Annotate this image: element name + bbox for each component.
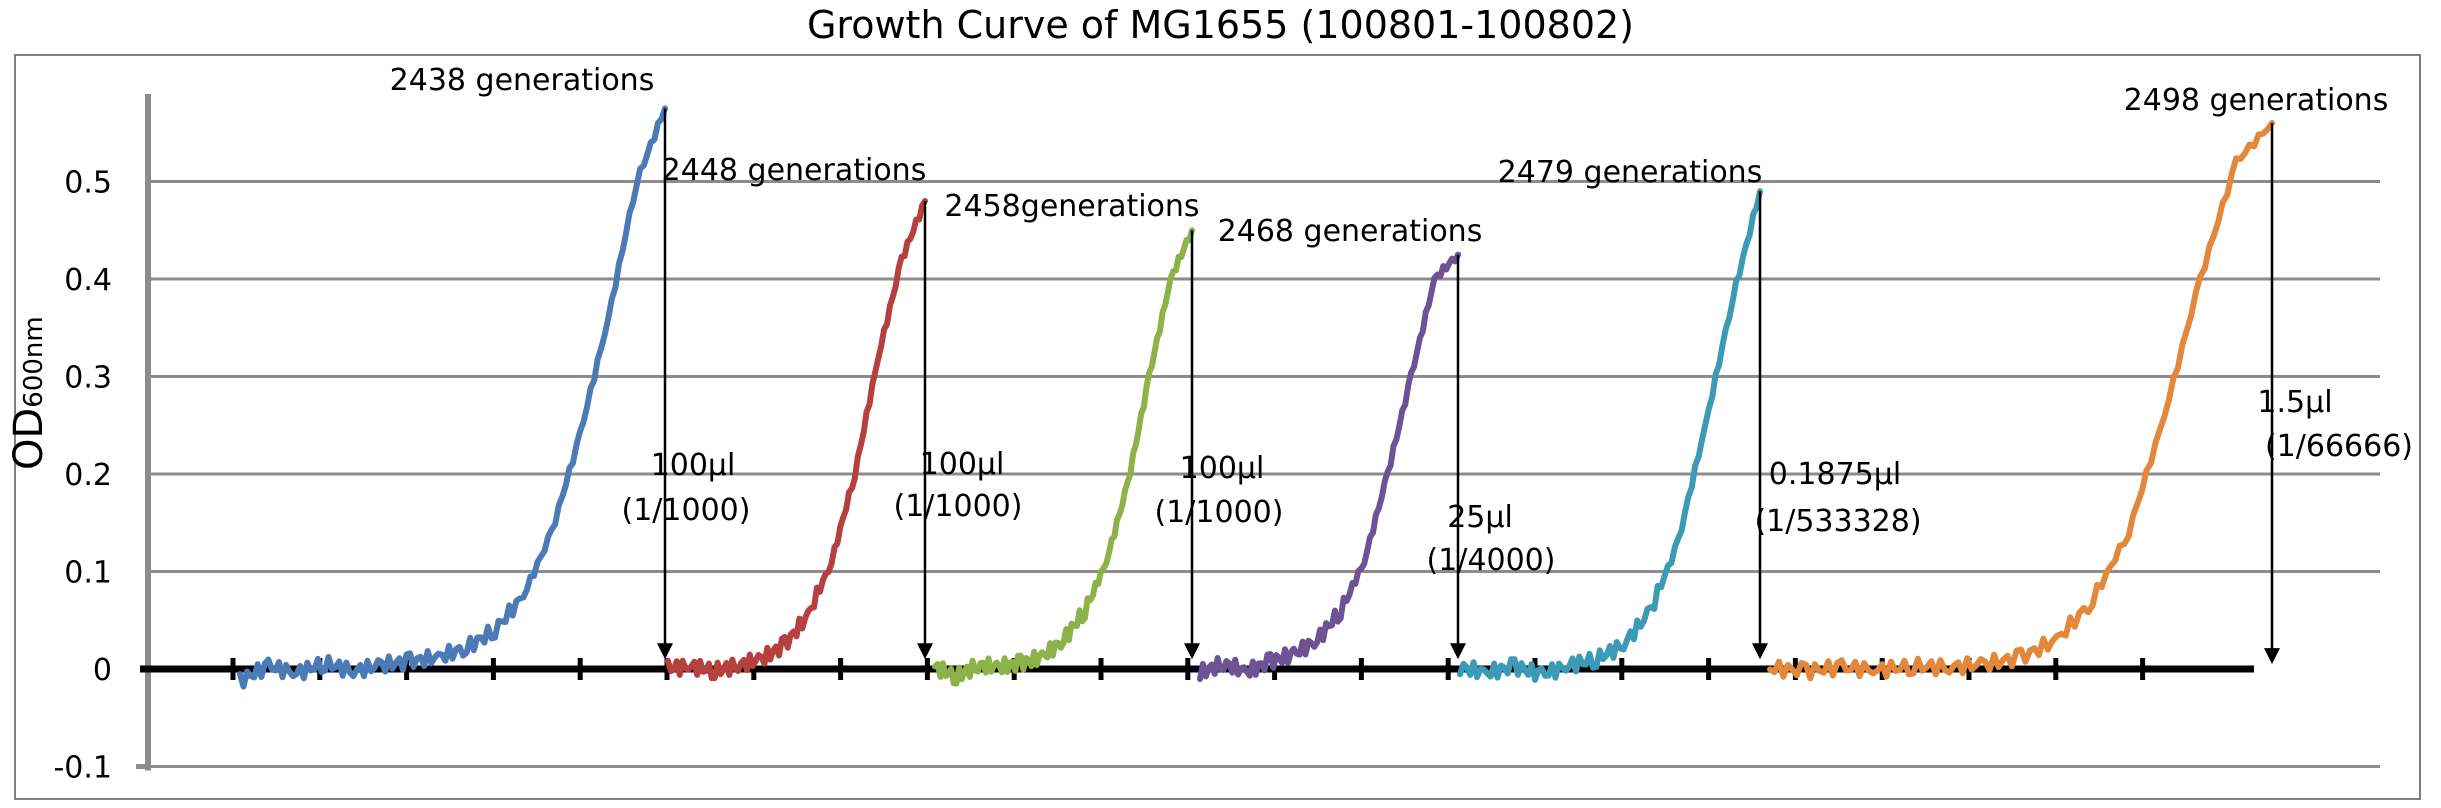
series-line bbox=[1197, 251, 1461, 683]
series-line bbox=[665, 198, 928, 682]
generations-label: 2479 generations bbox=[1498, 155, 1763, 190]
arrow-head bbox=[2264, 648, 2280, 665]
y-tick-label: 0.1 bbox=[64, 556, 112, 591]
volume-label: 25μl bbox=[1447, 500, 1513, 535]
generations-label: 2458generations bbox=[944, 189, 1199, 224]
dilution-label: (1/4000) bbox=[1427, 543, 1556, 578]
labels: 0.5 0.4 0.3 0.2 0.1 0 -0.1 2438 generations 100μ… bbox=[53, 63, 2413, 786]
series-line bbox=[1457, 188, 1763, 683]
y-tick-label: -0.1 bbox=[53, 751, 112, 786]
y-axis-label-sub: 600nm bbox=[19, 316, 49, 407]
y-tick-label: 0 bbox=[93, 653, 112, 688]
dilution-label: (1/1000) bbox=[894, 489, 1023, 524]
series-line bbox=[1767, 120, 2275, 682]
y-tick-label: 0.3 bbox=[64, 361, 112, 396]
y-axis-label: OD600nm bbox=[6, 316, 52, 470]
volume-label: 100μl bbox=[651, 448, 736, 483]
y-tick-label: 0.2 bbox=[64, 458, 112, 493]
volume-label: 0.1875μl bbox=[1769, 457, 1901, 492]
y-tick-label: 0.4 bbox=[64, 263, 112, 298]
chart-title: Growth Curve of MG1655 (100801-100802) bbox=[806, 3, 1635, 47]
arrow-head bbox=[657, 643, 673, 660]
generations-label: 2468 generations bbox=[1218, 214, 1483, 249]
arrow-head bbox=[1450, 643, 1466, 660]
arrow-head bbox=[917, 643, 933, 660]
series-line bbox=[932, 227, 1195, 687]
generations-label: 2448 generations bbox=[662, 153, 927, 188]
arrow-head bbox=[1184, 643, 1200, 660]
series-line bbox=[237, 105, 668, 690]
annotation-arrows bbox=[657, 108, 2280, 665]
volume-label: 100μl bbox=[1180, 451, 1265, 486]
y-tick-label: 0.5 bbox=[64, 166, 112, 201]
dilution-label: (1/533328) bbox=[1754, 504, 1921, 539]
volume-label: 100μl bbox=[920, 447, 1005, 482]
dilution-label: (1/1000) bbox=[622, 493, 751, 528]
volume-label: 1.5μl bbox=[2257, 385, 2332, 420]
dilution-label: (1/66666) bbox=[2265, 429, 2413, 464]
plot-frame bbox=[14, 54, 2421, 800]
y-axis-label-main: OD bbox=[6, 408, 52, 470]
generations-label: 2438 generations bbox=[390, 63, 655, 98]
series-lines bbox=[237, 105, 2275, 690]
gridlines bbox=[148, 180, 2380, 768]
dilution-label: (1/1000) bbox=[1155, 495, 1284, 530]
generations-label: 2498 generations bbox=[2124, 83, 2389, 118]
arrow-head bbox=[1752, 643, 1768, 660]
